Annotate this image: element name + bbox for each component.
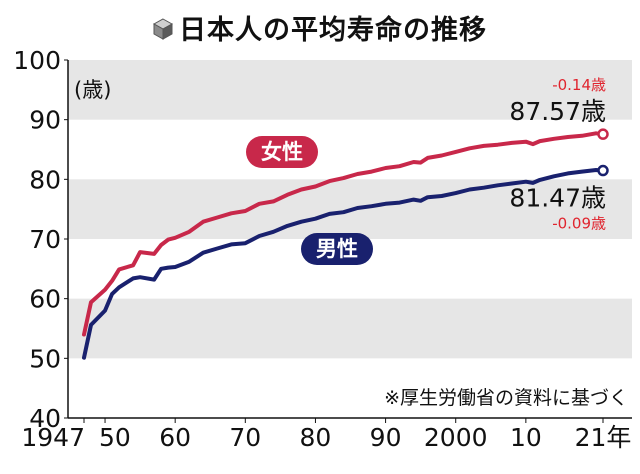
series-line-female	[82, 131, 605, 337]
x-tick-label: 80	[300, 423, 332, 452]
series-name-male: 男性	[316, 237, 358, 261]
x-tick-label: 21年	[575, 423, 632, 452]
end-value-label-female: 87.57歳	[509, 97, 606, 126]
x-tick-label: 2000	[424, 423, 488, 452]
cube-icon	[152, 16, 174, 47]
x-tick-label: 60	[159, 423, 191, 452]
y-tick-label: 100	[13, 46, 61, 75]
endpoint-male	[597, 164, 609, 177]
x-tick-label: 50	[99, 423, 131, 452]
y-tick-label: 40	[29, 404, 61, 433]
source-note: ※厚生労働省の資料に基づく	[384, 387, 628, 409]
chart-title-row: 日本人の平均寿命の推移	[0, 8, 640, 47]
series-name-pill-female	[246, 136, 318, 168]
chart-title: 日本人の平均寿命の推移	[179, 15, 487, 46]
y-tick-label: 90	[29, 106, 61, 135]
y-tick-label: 70	[29, 225, 61, 254]
change-label-female: -0.14歳	[552, 76, 606, 94]
end-value-label-male: 81.47歳	[509, 184, 606, 213]
y-tick-label: 80	[29, 165, 61, 194]
y-axis-unit-label: (歳)	[74, 78, 111, 102]
series-line-male	[82, 168, 605, 360]
series-name-pill-male	[301, 233, 373, 265]
y-tick-label: 50	[29, 344, 61, 373]
change-label-male: -0.09歳	[552, 215, 606, 233]
x-tick-label: 10	[510, 423, 542, 452]
endpoint-female	[597, 128, 609, 140]
x-tick-label: 90	[370, 423, 402, 452]
grid-band	[68, 60, 632, 120]
grid-band	[68, 298, 632, 359]
x-tick-label: 1947	[21, 423, 85, 452]
y-tick-label: 60	[29, 285, 61, 314]
x-tick-label: 70	[229, 423, 261, 452]
series-name-female: 女性	[261, 140, 303, 164]
